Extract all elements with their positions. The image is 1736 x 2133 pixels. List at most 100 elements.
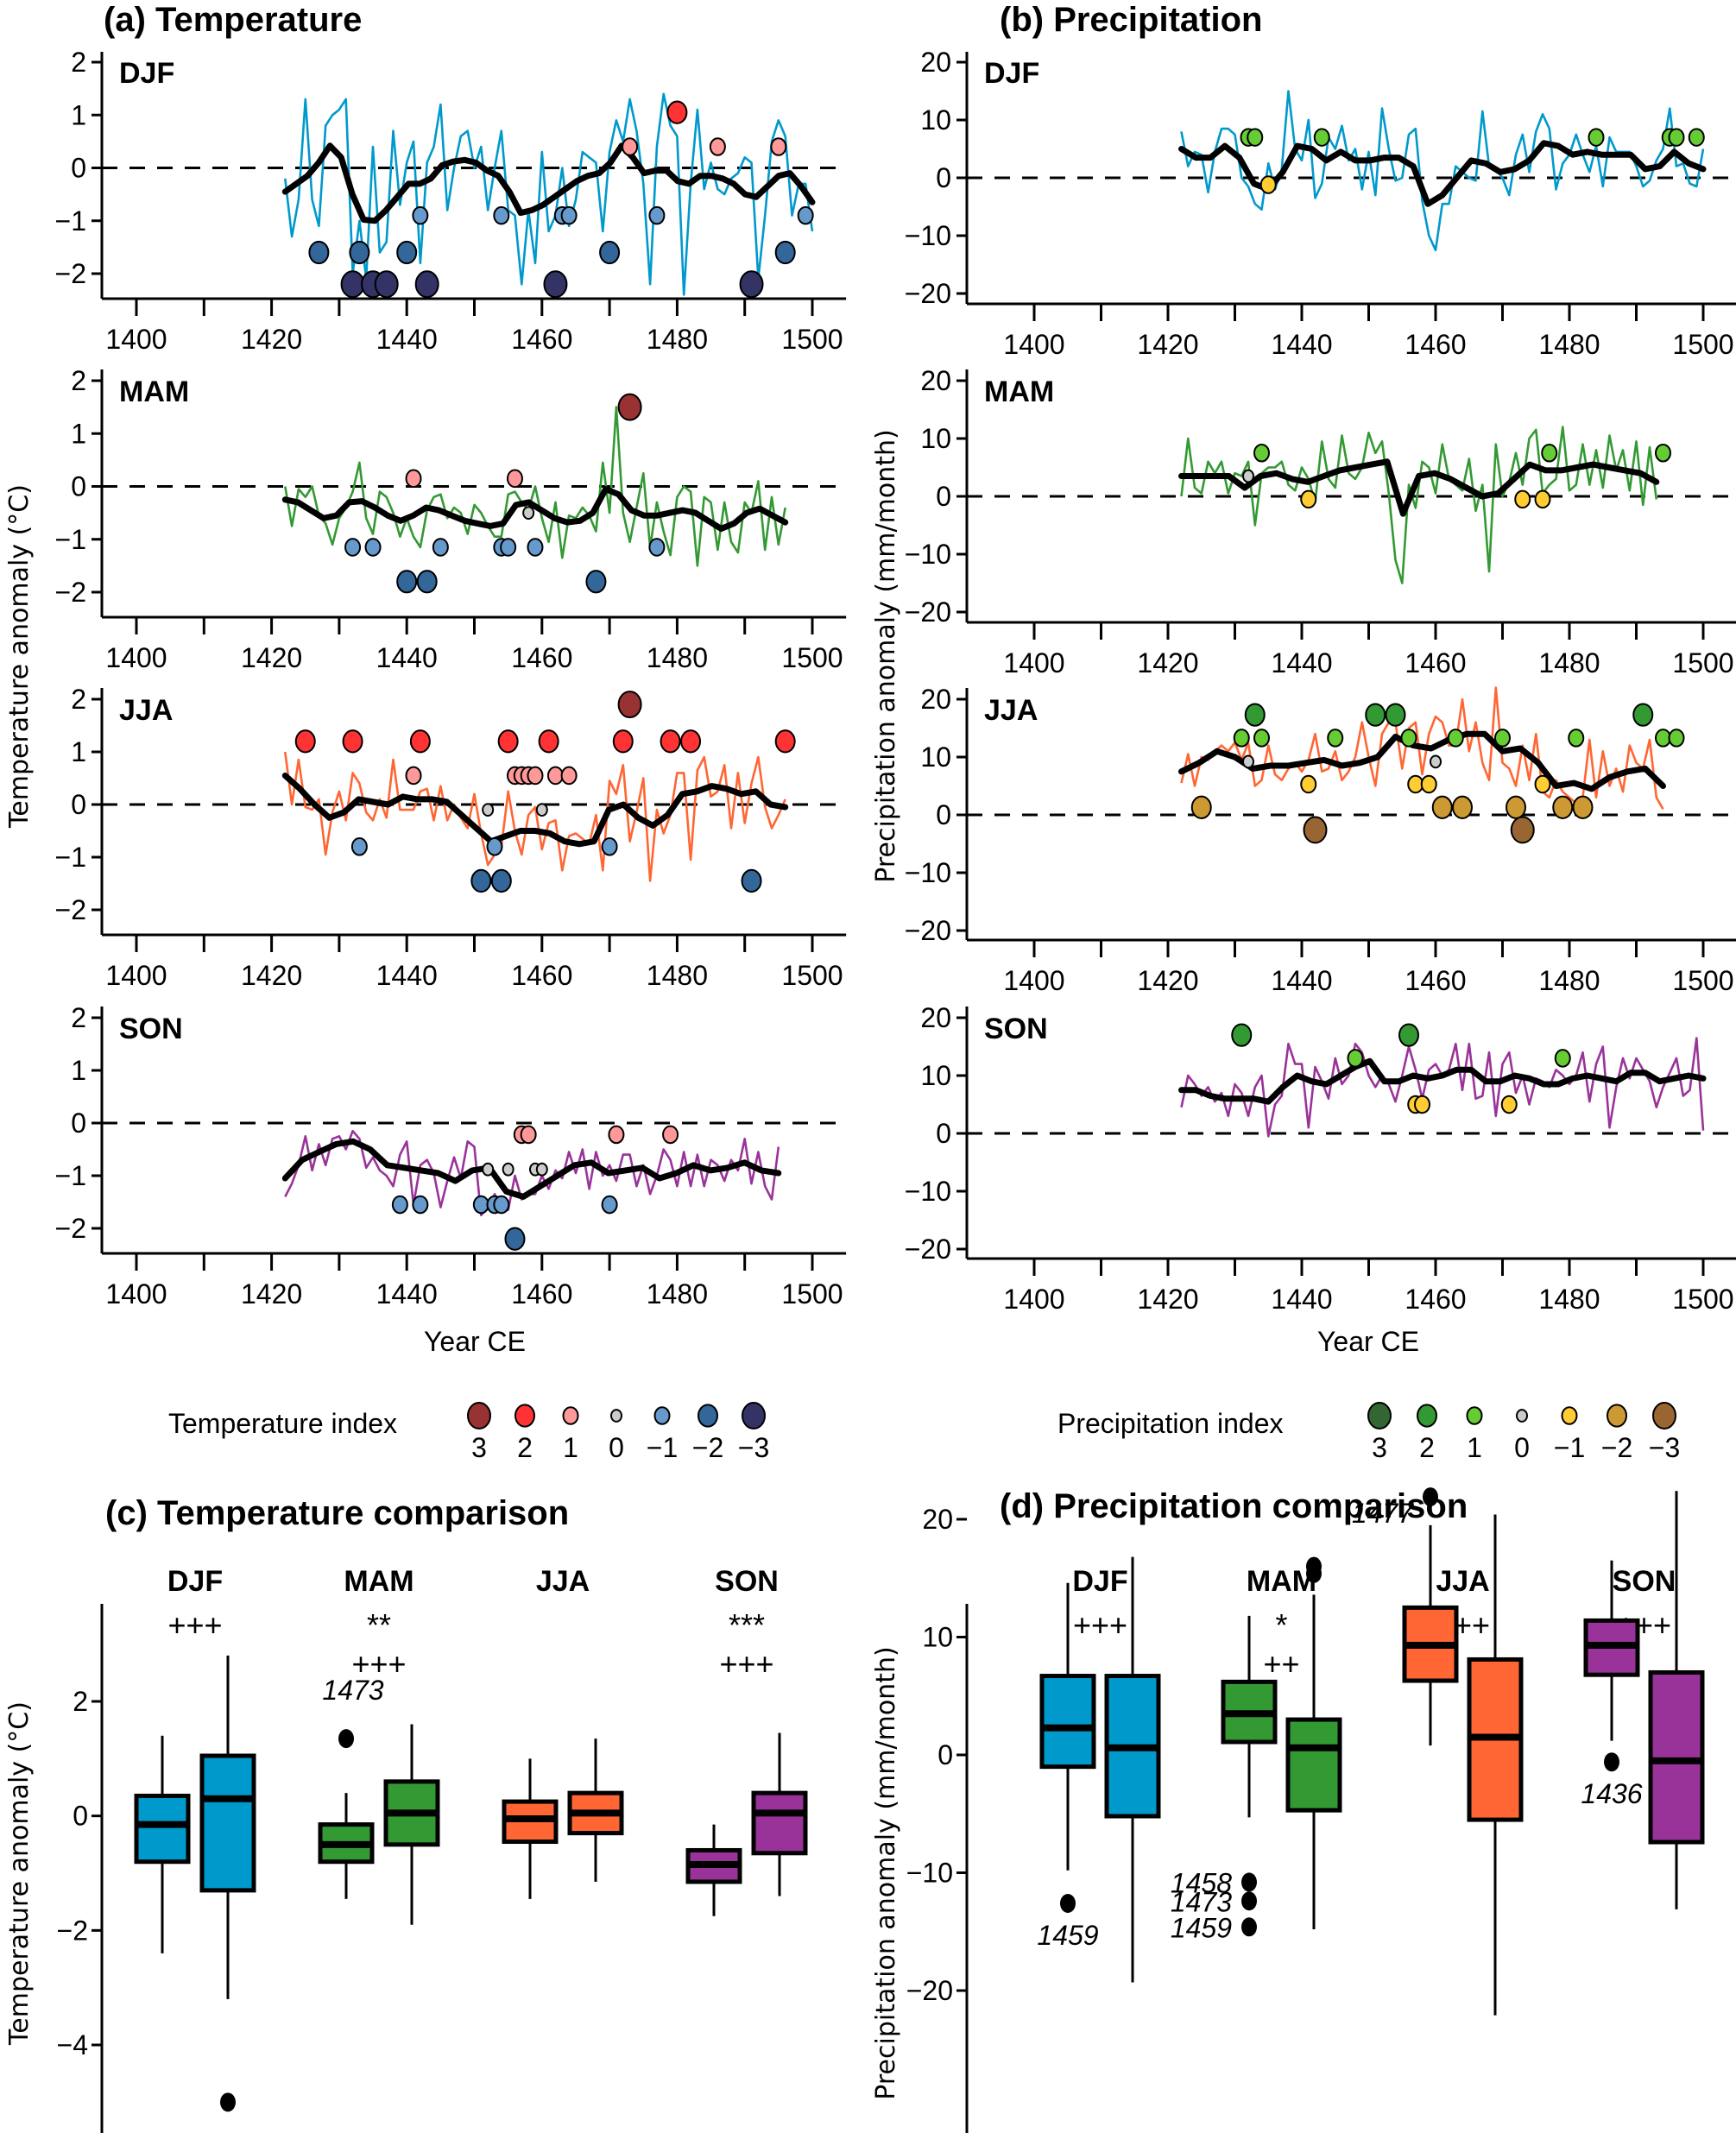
index-point xyxy=(1572,795,1594,819)
y-tick-label: 0 xyxy=(937,1739,953,1770)
panel-a-djf: 2 1 0 −1 −2 1400 1420 1440 1460 1480 1500 DJF xyxy=(55,47,847,355)
index-point xyxy=(1247,128,1264,147)
x-tick-label: 1400 xyxy=(105,324,167,355)
y-tick-label: −4 xyxy=(57,2029,88,2060)
x-tick-label: 1420 xyxy=(241,960,302,991)
y-tick-label: −20 xyxy=(905,1234,951,1265)
index-point xyxy=(1242,469,1254,483)
x-tick-label: 1460 xyxy=(511,324,572,355)
legend-swatch xyxy=(1367,1402,1392,1429)
x-tick-label: 1480 xyxy=(647,324,708,355)
outlier-label: 1473 xyxy=(1171,1886,1232,1917)
x-tick-label: 1480 xyxy=(647,1278,708,1309)
panel-b-son: 20 10 0 −10 −20 1400 1420 1440 1460 1480 1500 SON xyxy=(905,1002,1736,1315)
index-point xyxy=(409,729,431,754)
y-tick-label: 20 xyxy=(920,684,951,715)
index-point xyxy=(1514,489,1531,509)
legend-entry-label: 1 xyxy=(563,1432,578,1463)
panel-c-title: (c) Temperature comparison xyxy=(105,1494,569,1532)
index-point xyxy=(308,240,330,265)
box-iqr xyxy=(1648,1669,1705,1845)
x-tick-label: 1500 xyxy=(781,1278,843,1309)
legend-swatch xyxy=(1417,1404,1437,1428)
index-point xyxy=(350,837,368,856)
season-label: DJF xyxy=(984,57,1039,90)
index-point xyxy=(774,729,796,754)
box-iqr xyxy=(1285,1717,1342,1813)
index-point xyxy=(1300,489,1317,509)
legend-swatch xyxy=(1516,1409,1528,1423)
index-point xyxy=(374,270,399,299)
legend-entry-label: −2 xyxy=(1601,1432,1632,1463)
y-tick-label: −20 xyxy=(905,278,951,309)
index-point xyxy=(486,837,503,856)
legend-swatch xyxy=(514,1404,535,1428)
index-point xyxy=(470,868,492,893)
y-tick-label: 1 xyxy=(71,1055,86,1086)
y-tick-label: 0 xyxy=(71,1108,86,1139)
index-point xyxy=(502,1162,514,1177)
significance-marker: +++ xyxy=(351,1646,406,1682)
box-djf-reconstruction xyxy=(134,1735,191,1953)
x-tick-label: 1480 xyxy=(647,642,708,673)
index-point xyxy=(1233,729,1250,748)
season-label: MAM xyxy=(344,1565,413,1598)
box-son-reconstruction xyxy=(685,1824,742,1916)
index-point xyxy=(522,506,535,521)
index-point xyxy=(648,538,666,557)
index-point xyxy=(1253,729,1270,748)
y-tick-label: 20 xyxy=(920,1002,951,1033)
season-label: DJF xyxy=(119,57,174,90)
index-point xyxy=(432,538,449,557)
box-djf-model xyxy=(199,1655,256,2112)
legend-entry-label: −1 xyxy=(1554,1432,1585,1463)
index-point xyxy=(741,868,762,893)
outlier-point xyxy=(1060,1893,1076,1913)
index-point xyxy=(1327,729,1344,748)
index-point xyxy=(709,137,726,156)
panel-d-ylabel: Precipitation anomaly (mm/month) xyxy=(871,1646,901,2099)
x-tick-label: 1420 xyxy=(241,642,302,673)
index-point xyxy=(1668,729,1685,748)
index-point xyxy=(1303,816,1328,844)
index-point xyxy=(349,240,370,265)
y-tick-label: −10 xyxy=(905,857,951,888)
box-mam-reconstruction: 1473 xyxy=(318,1675,384,1899)
index-point xyxy=(797,205,814,225)
panel-b-jja: 20 10 0 −10 −20 1400 1420 1440 1460 1480 1500 JJA xyxy=(905,684,1736,996)
x-tick-label: 1460 xyxy=(1405,1284,1466,1315)
legend-swatch xyxy=(562,1406,579,1425)
index-point xyxy=(1398,1023,1419,1047)
panel-b-ylabel: Precipitation anomaly (mm/month) xyxy=(871,429,901,882)
outlier-label: 1436 xyxy=(1581,1778,1642,1809)
index-point xyxy=(622,137,639,156)
x-tick-label: 1500 xyxy=(1672,647,1733,678)
index-point xyxy=(493,205,510,225)
index-point xyxy=(500,538,517,557)
y-tick-label: −1 xyxy=(55,524,86,555)
index-point xyxy=(504,1227,526,1251)
smoothed-series-line xyxy=(281,1138,782,1200)
box-jja-reconstruction: 1477 xyxy=(1352,1487,1459,1746)
index-point xyxy=(538,729,559,754)
season-label: MAM xyxy=(119,375,189,408)
index-point xyxy=(414,270,439,299)
x-tick-label: 1440 xyxy=(376,960,438,991)
legend-entry-label: −3 xyxy=(738,1432,769,1463)
y-tick-label: 2 xyxy=(71,47,86,78)
panel-c-ylabel: Temperature anomaly (°C) xyxy=(4,1701,35,2046)
index-point xyxy=(1365,703,1386,727)
legend-swatch xyxy=(610,1409,622,1423)
panel-a-mam: 2 1 0 −1 −2 1400 1420 1440 1460 1480 1500 MAM xyxy=(55,365,847,673)
x-tick-label: 1480 xyxy=(1538,965,1600,996)
index-point xyxy=(1534,489,1551,509)
y-tick-label: −2 xyxy=(55,577,86,608)
annual-series-line xyxy=(284,751,786,882)
index-point xyxy=(1259,175,1277,194)
index-point xyxy=(527,538,544,557)
annual-series-line xyxy=(1180,426,1658,584)
index-point xyxy=(1430,754,1442,769)
x-tick-label: 1500 xyxy=(1672,329,1733,360)
index-point xyxy=(612,729,634,754)
index-point xyxy=(1347,1049,1364,1068)
